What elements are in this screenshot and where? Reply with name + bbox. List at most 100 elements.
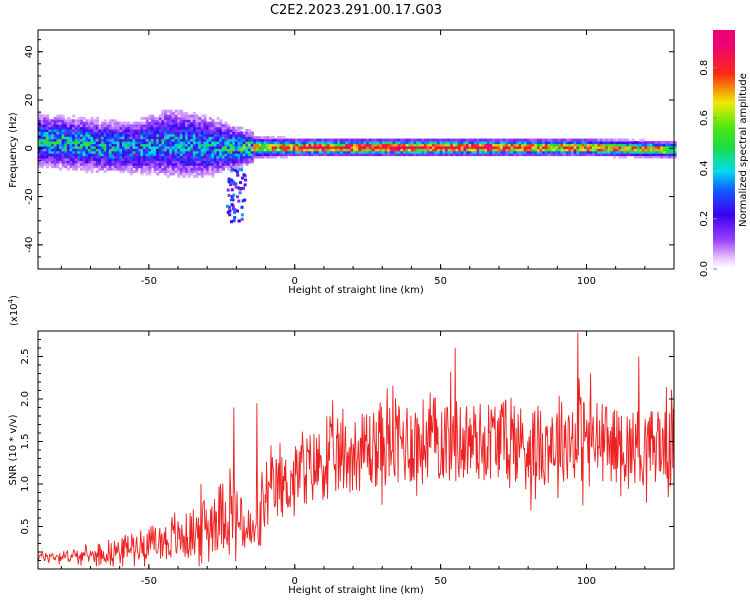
spectrogram-cell: [563, 138, 567, 142]
spectrogram-cell: [382, 150, 386, 154]
spectrogram-cell: [195, 136, 199, 140]
spectrogram-cell: [321, 141, 325, 145]
spectrogram-cell: [221, 167, 225, 171]
spectrogram-cell: [106, 141, 110, 145]
spectrogram-cell: [224, 148, 228, 152]
spectrogram-cell: [179, 112, 183, 116]
spectrogram-cell: [382, 138, 386, 142]
spectrogram-cell: [72, 143, 76, 147]
spectrogram-cell: [297, 143, 302, 147]
spectrogram-cell: [544, 148, 548, 152]
spectrogram-cell: [245, 143, 249, 147]
spectrogram-cell: [150, 138, 155, 142]
spectrogram-cell: [442, 150, 446, 154]
spectrogram-cell: [187, 133, 191, 137]
spectrogram-cell: [237, 150, 241, 154]
spectrogram-cell: [85, 138, 89, 142]
spectrogram-cell: [261, 150, 265, 154]
spectrogram-cell: [161, 112, 165, 116]
spectrogram-cell: [45, 131, 50, 135]
spectrogram-cell: [179, 172, 183, 176]
spectrogram-cell: [211, 131, 215, 135]
spectrogram-cell: [203, 145, 207, 149]
spectrogram-cell: [74, 138, 78, 142]
spectrogram-cell: [602, 143, 606, 147]
spectrogram-cell: [111, 145, 115, 149]
spectrogram-cell: [308, 143, 312, 147]
spectrogram-cell: [560, 150, 564, 154]
spectrogram-cell: [164, 162, 168, 166]
spectrogram-cell: [145, 133, 149, 137]
spectrogram-cell: [647, 143, 651, 147]
spectrogram-cell: [111, 119, 115, 123]
spectrogram-cell: [434, 145, 438, 149]
spectrogram-cell: [292, 153, 296, 157]
spectrogram-cell: [82, 145, 86, 149]
spectrogram-cell: [492, 148, 496, 152]
spectrogram-cell: [271, 150, 275, 154]
spectrogram-cell: [145, 165, 149, 169]
spectrogram-cell: [195, 160, 199, 164]
spectrogram-cell: [452, 150, 457, 154]
spectrogram-cell: [329, 145, 333, 149]
spectrogram-cell: [187, 126, 191, 130]
spectrogram-cell: [174, 167, 178, 171]
spectrogram-cell: [544, 150, 548, 154]
spectrogram-cell: [143, 170, 147, 173]
spectrogram-cell: [311, 153, 315, 157]
spectrogram-cell: [153, 119, 157, 123]
spectrogram-cell: [153, 157, 157, 161]
spectrogram-cell: [161, 109, 165, 113]
spectrogram-cell: [119, 145, 123, 149]
spectrogram-cell: [458, 153, 462, 157]
spectrogram-cell: [494, 138, 499, 142]
spectrogram-cell: [48, 141, 52, 145]
snr-x-ticks: -50 0 50 100: [60, 331, 675, 587]
spectrogram-cell: [192, 155, 197, 159]
spectrogram-cell: [282, 138, 286, 142]
spectrogram-cell: [340, 153, 344, 157]
spectrogram-cell: [119, 150, 123, 154]
spectrogram-cell: [59, 157, 63, 161]
spectrogram-cell: [392, 141, 396, 145]
spectrogram-cell: [98, 133, 102, 137]
spectrogram-cell: [145, 141, 149, 145]
spectrogram-cell: [174, 129, 178, 132]
spectrogram-cell: [192, 136, 197, 140]
spectrogram-cell: [450, 145, 454, 149]
colorbar-step: [713, 207, 735, 210]
spectrogram-cell: [40, 129, 44, 132]
spectrogram-cell: [56, 121, 60, 125]
spectrogram-cell: [59, 150, 63, 154]
spectrogram-cell: [74, 131, 78, 135]
spectrogram-cell: [226, 204, 230, 208]
spectrogram-cell: [174, 153, 178, 157]
spectrogram-cell: [439, 141, 443, 145]
spectrogram-cell: [250, 148, 254, 152]
spectrogram-cell: [211, 167, 215, 171]
spectrogram-cell: [240, 160, 244, 164]
spectrogram-cell: [158, 160, 162, 164]
spectrogram-cell: [103, 162, 107, 166]
spectrogram-cell: [350, 150, 354, 154]
spectrogram-cell: [185, 157, 189, 161]
spectrogram-cell: [145, 131, 149, 135]
spectrogram-cell: [434, 138, 438, 142]
spectrogram-cell: [389, 143, 393, 147]
spectrogram-cell: [284, 155, 288, 159]
spectrogram-cell: [185, 119, 189, 123]
spectrogram-cell: [550, 148, 554, 152]
spectrogram-cell: [560, 145, 564, 149]
spectrogram-cell: [53, 150, 57, 154]
spectrogram-cell: [505, 145, 509, 149]
spectrogram-cell: [578, 138, 583, 142]
spectrogram-cell: [573, 141, 577, 145]
spectrogram-cell: [90, 129, 94, 132]
spectrogram-cell: [66, 162, 71, 166]
spectrogram-cell: [61, 165, 65, 169]
spectrogram-cell: [358, 153, 362, 157]
spectrogram-cell: [185, 112, 189, 116]
spectrogram-cell: [229, 153, 233, 157]
spectrogram-cell: [72, 162, 76, 166]
spectrogram-cell: [300, 141, 304, 145]
